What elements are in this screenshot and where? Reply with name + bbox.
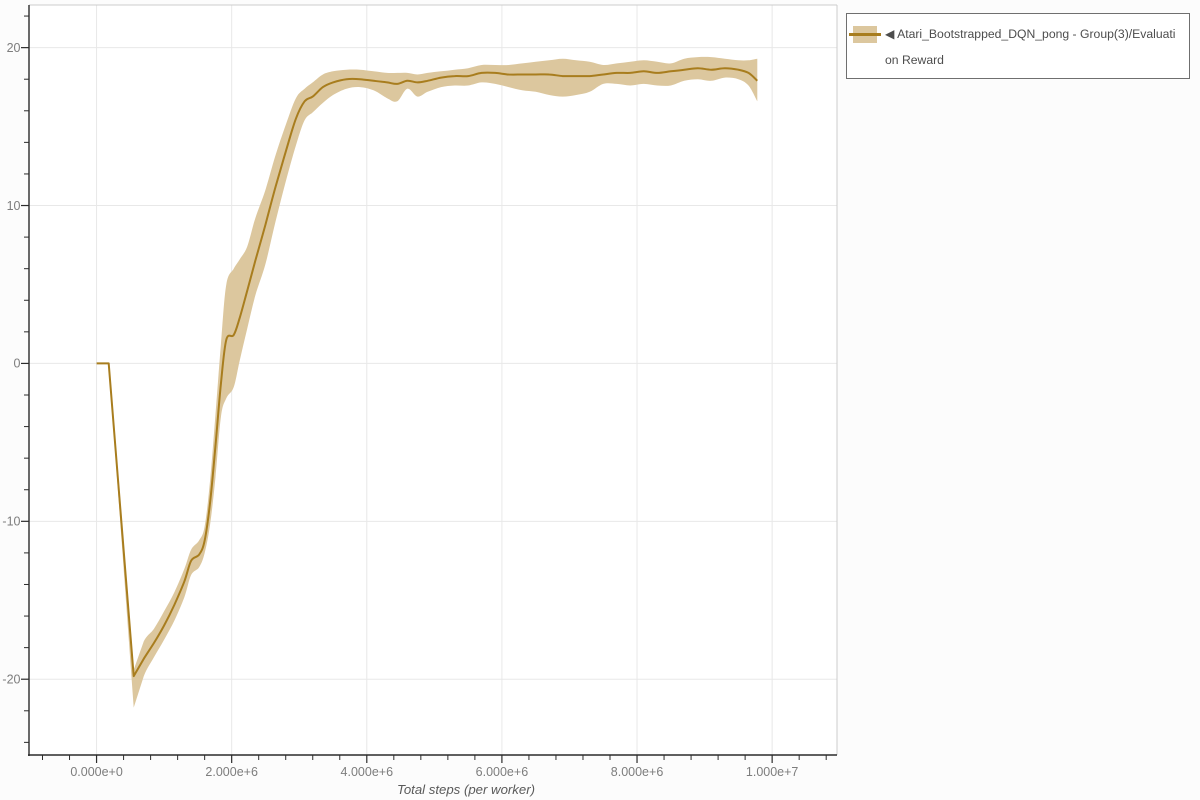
x-tick-label: 0.000e+0 <box>70 765 123 779</box>
x-tick-label: 8.000e+6 <box>611 765 664 779</box>
legend-box[interactable]: ◀ Atari_Bootstrapped_DQN_pong - Group(3)… <box>846 13 1190 79</box>
y-tick-label: -20 <box>2 673 20 687</box>
y-tick-label: -10 <box>2 515 20 529</box>
y-tick-label: 20 <box>7 41 21 55</box>
gridlines <box>29 5 837 755</box>
mean-reward-line <box>96 67 758 678</box>
tick-labels: 20 10 0 -10 -20 0.000e+0 2.000e+6 4.000e+6 6.000… <box>2 41 798 779</box>
x-tick-label: 1.000e+7 <box>746 765 799 779</box>
y-tick-label: 0 <box>14 357 21 371</box>
tick-marks <box>21 15 827 763</box>
x-axis-title: Total steps (per worker) <box>397 782 535 797</box>
x-tick-label: 4.000e+6 <box>341 765 394 779</box>
confidence-band <box>96 56 758 708</box>
x-tick-label: 6.000e+6 <box>476 765 529 779</box>
series-legend-label: ◀ Atari_Bootstrapped_DQN_pong - Group(3)… <box>885 27 1176 67</box>
x-tick-label: 2.000e+6 <box>205 765 258 779</box>
axes <box>28 4 838 756</box>
series-legend-marker-icon <box>849 26 881 43</box>
y-tick-label: 10 <box>7 199 21 213</box>
